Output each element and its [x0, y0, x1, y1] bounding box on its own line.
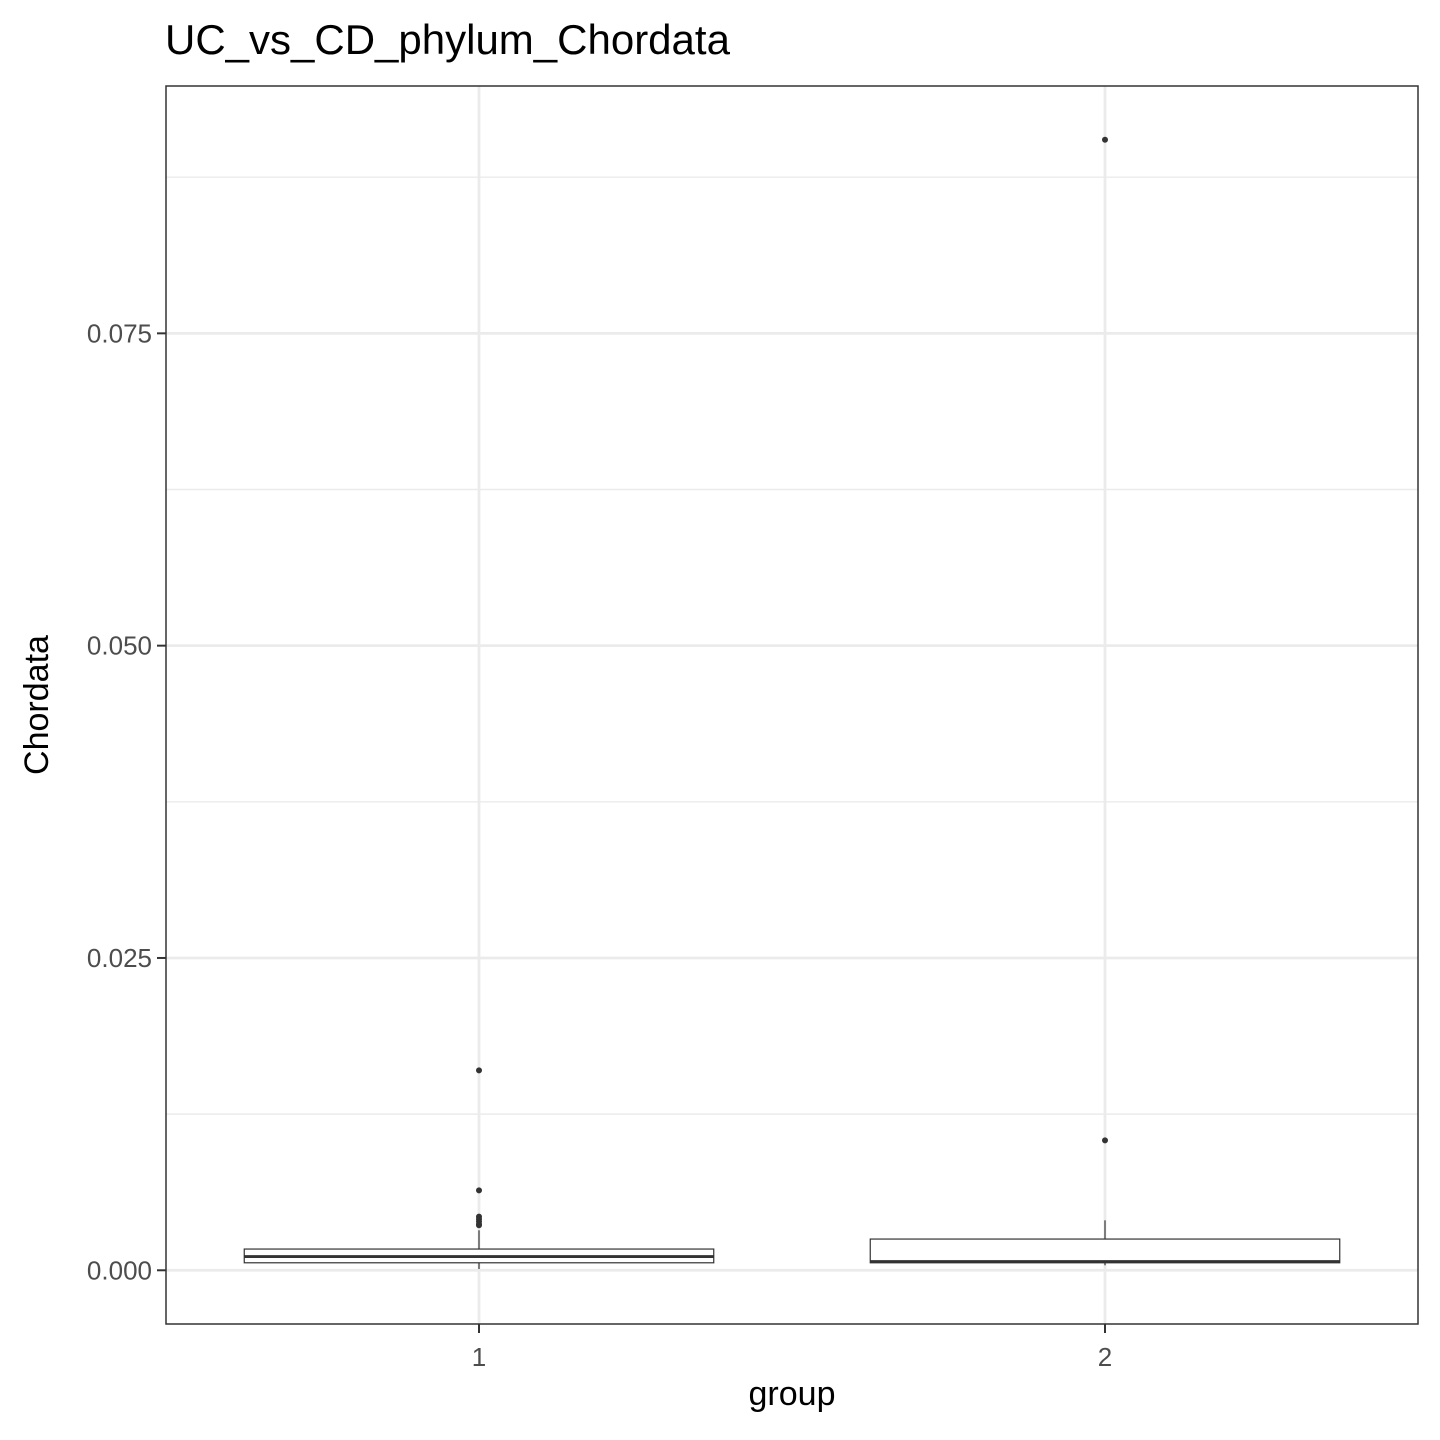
outlier-point	[476, 1187, 482, 1194]
boxes	[243, 136, 1341, 1270]
box-group-2	[869, 136, 1341, 1266]
panel-border	[165, 85, 1419, 1325]
outlier-point	[1102, 136, 1108, 143]
chart-title: UC_vs_CD_phylum_Chordata	[165, 16, 731, 63]
box-iqr	[869, 1238, 1341, 1264]
y-tick-label: 0.050	[87, 631, 152, 661]
x-tick-label: 2	[1098, 1342, 1112, 1372]
grid-lines	[166, 86, 1418, 1324]
x-axis-title: group	[749, 1375, 836, 1413]
axes: 0.000 0.025 0.050 0.075 1 2	[87, 318, 1112, 1372]
box-group-1	[243, 1067, 715, 1270]
outlier-point	[476, 1067, 482, 1074]
outlier-point	[476, 1222, 482, 1229]
y-tick-label: 0.025	[87, 943, 152, 973]
y-tick-label: 0.000	[87, 1255, 152, 1285]
panel-background	[166, 86, 1418, 1324]
y-tick-label: 0.075	[87, 318, 152, 348]
x-tick-label: 1	[472, 1342, 486, 1372]
y-axis-title: Chordata	[18, 635, 56, 775]
outlier-point	[1102, 1137, 1108, 1144]
